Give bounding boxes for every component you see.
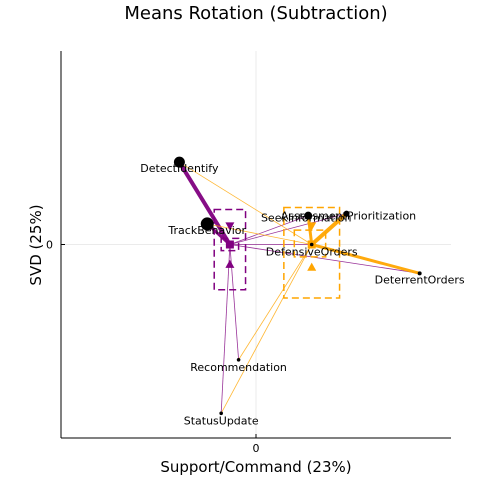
series-link-line [229, 213, 347, 245]
series-link-line [177, 161, 232, 246]
item-label: DefensiveOrders [266, 246, 358, 259]
x-axis-label: Support/Command (23%) [160, 458, 351, 476]
series-link-line [310, 212, 348, 246]
series-variant-marker [225, 222, 235, 231]
item-label: SeekInformation [261, 212, 352, 225]
item-label: AssessmentPrioritization [281, 210, 416, 223]
point-labels: DetectIdentify TrackBehavior Recommendatio… [140, 162, 465, 427]
series-link-line [220, 244, 231, 414]
confidence-box [283, 206, 341, 299]
chart-title-group: Means Rotation (Subtraction) [124, 3, 387, 24]
item-label: DeterrentOrders [375, 273, 465, 286]
item-point [343, 210, 350, 217]
item-point [236, 357, 241, 362]
item-point [309, 242, 314, 247]
series-link-line [311, 243, 421, 275]
series-link-line [229, 244, 420, 274]
series-mean-marker [225, 240, 234, 249]
item-label: Recommendation [190, 361, 287, 374]
inner-interval-box [293, 229, 327, 258]
data-marks [173, 156, 422, 416]
item-point [417, 271, 422, 276]
item-label: DetectIdentify [140, 162, 219, 175]
connection-lines [177, 161, 421, 414]
x-tick-label: 0 [253, 442, 260, 455]
series-link-line [229, 215, 309, 245]
y-axis-label: SVD (25%) [27, 204, 45, 285]
item-point [200, 217, 214, 231]
inner-interval-box [220, 237, 240, 252]
item-point [304, 211, 313, 220]
series-link-line [220, 244, 313, 414]
interval-boxes [213, 206, 341, 299]
series-variant-marker [225, 259, 235, 268]
axes: 00 [46, 51, 451, 455]
chart-title: Means Rotation (Subtraction) [124, 3, 387, 24]
confidence-box [213, 208, 247, 291]
series-link-line [238, 244, 313, 360]
axis-labels: Support/Command (23%) SVD (25%) [27, 204, 352, 476]
item-point [173, 156, 185, 168]
series-variant-marker [307, 262, 317, 271]
item-label: TrackBehavior [167, 224, 246, 237]
series-variant-marker [307, 222, 317, 231]
series-link-line [179, 161, 312, 245]
item-point [219, 411, 223, 416]
series-link-line [229, 244, 239, 360]
item-label: StatusUpdate [184, 414, 259, 427]
y-tick-label: 0 [46, 239, 53, 252]
